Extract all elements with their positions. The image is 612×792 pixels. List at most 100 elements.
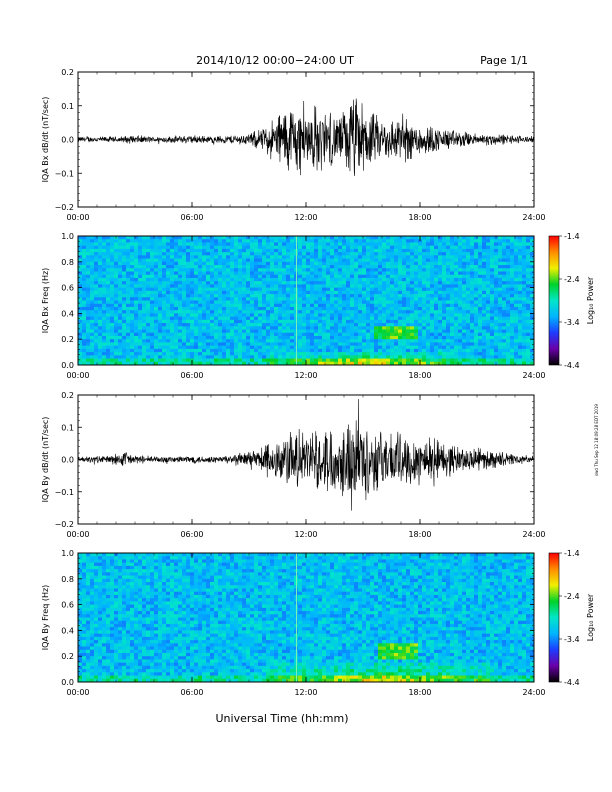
- spectrogram-cell: [402, 255, 407, 259]
- spectrogram-cell: [526, 352, 531, 356]
- spectrogram-cell: [326, 239, 331, 243]
- spectrogram-cell: [278, 265, 283, 269]
- spectrogram-cell: [110, 313, 115, 318]
- spectrogram-cell: [102, 335, 107, 340]
- spectrogram-cell: [158, 290, 163, 295]
- spectrogram-cell: [510, 342, 515, 347]
- spectrogram-cell: [258, 323, 263, 327]
- spectrogram-cell: [238, 287, 243, 292]
- spectrogram-cell: [306, 294, 311, 298]
- spectrogram-cell: [498, 239, 503, 243]
- spectrogram-cell: [498, 284, 503, 289]
- spectrogram-cell: [402, 242, 407, 247]
- spectrogram-cell: [526, 313, 531, 318]
- spectrogram-cell: [138, 345, 143, 350]
- spectrogram-cell: [166, 332, 171, 337]
- spectrogram-cell: [414, 245, 419, 250]
- spectrogram-cell: [186, 297, 191, 301]
- spectrogram-cell: [330, 361, 335, 366]
- spectrogram-cell: [354, 294, 359, 298]
- spectrogram-cell: [114, 319, 119, 324]
- spectrogram-cell: [474, 271, 479, 276]
- spectrogram-cell: [422, 352, 427, 356]
- spectrogram-cell: [254, 274, 259, 279]
- spectrogram-cell: [166, 281, 171, 285]
- spectrogram-cell: [506, 274, 511, 279]
- spectrogram-cell: [462, 268, 467, 272]
- spectrogram-cell: [354, 345, 359, 350]
- spectrogram-cell: [86, 277, 91, 282]
- spectrogram-cell: [206, 277, 211, 282]
- spectrogram-cell: [458, 268, 463, 272]
- spectrogram-cell: [270, 319, 275, 324]
- spectrogram-cell: [210, 252, 215, 256]
- spectrogram-cell: [98, 239, 103, 243]
- spectrogram-cell: [218, 252, 223, 256]
- spectrogram-cell: [394, 303, 399, 308]
- spectrogram-cell: [394, 236, 399, 240]
- spectrogram-cell: [410, 300, 415, 305]
- spectrogram-cell: [390, 277, 395, 282]
- spectrogram-cell: [482, 248, 487, 253]
- spectrogram-cell: [122, 361, 127, 366]
- spectrogram-cell: [306, 306, 311, 311]
- spectrogram-cell: [126, 258, 131, 263]
- spectrogram-cell: [154, 335, 159, 340]
- spectrogram-cell: [254, 306, 259, 311]
- spectrogram-cell: [510, 361, 515, 366]
- spectrogram-cell: [322, 361, 327, 366]
- spectrogram-cell: [250, 339, 255, 343]
- spectrogram-cell: [198, 313, 203, 318]
- spectrogram-cell: [510, 306, 515, 311]
- spectrogram-cell: [274, 287, 279, 292]
- spectrogram-cell: [370, 361, 375, 366]
- spectrogram-cell: [422, 361, 427, 366]
- spectrogram-cell: [78, 656, 83, 660]
- spectrogram-cell: [194, 284, 199, 289]
- spectrogram-cell: [466, 248, 471, 253]
- spectrogram-cell: [350, 284, 355, 289]
- spectrogram-cell: [338, 313, 343, 318]
- spectrogram-cell: [326, 348, 331, 353]
- spectrogram-cell: [274, 345, 279, 350]
- spectrogram-cell: [482, 265, 487, 269]
- spectrogram-cell: [302, 287, 307, 292]
- spectrogram-cell: [406, 348, 411, 353]
- spectrogram-cell: [286, 358, 291, 363]
- spectrogram-cell: [166, 352, 171, 356]
- spectrogram-cell: [214, 361, 219, 366]
- spectrogram-cell: [466, 287, 471, 292]
- spectrogram-cell: [442, 348, 447, 353]
- spectrogram-cell: [174, 281, 179, 285]
- spectrogram-cell: [314, 245, 319, 250]
- spectrogram-cell: [286, 294, 291, 298]
- spectrogram-cell: [186, 287, 191, 292]
- spectrogram-cell: [470, 297, 475, 301]
- spectrogram-cell: [234, 284, 239, 289]
- spectrogram-cell: [138, 339, 143, 343]
- spectrogram-cell: [182, 281, 187, 285]
- spectrogram-cell: [282, 306, 287, 311]
- spectrogram-cell: [242, 248, 247, 253]
- spectrogram-cell: [394, 326, 399, 330]
- spectrogram-cell: [174, 358, 179, 363]
- spectrogram-cell: [250, 355, 255, 359]
- spectrogram-cell: [150, 265, 155, 269]
- spectrogram-cell: [402, 339, 407, 343]
- spectrogram-cell: [422, 326, 427, 330]
- spectrogram-cell: [150, 300, 155, 305]
- spectrogram-cell: [530, 326, 535, 330]
- spectrogram-cell: [158, 342, 163, 347]
- spectrogram-cell: [342, 255, 347, 259]
- spectrogram-cell: [290, 339, 295, 343]
- spectrogram-cell: [238, 345, 243, 350]
- spectrogram-cell: [490, 335, 495, 340]
- spectrogram-cell: [78, 594, 83, 599]
- spectrogram-cell: [98, 355, 103, 359]
- spectrogram-cell: [322, 348, 327, 353]
- spectrogram-cell: [302, 268, 307, 272]
- spectrogram-cell: [130, 297, 135, 301]
- spectrogram-cell: [258, 268, 263, 272]
- spectrogram-cell: [158, 348, 163, 353]
- spectrogram-cell: [530, 355, 535, 359]
